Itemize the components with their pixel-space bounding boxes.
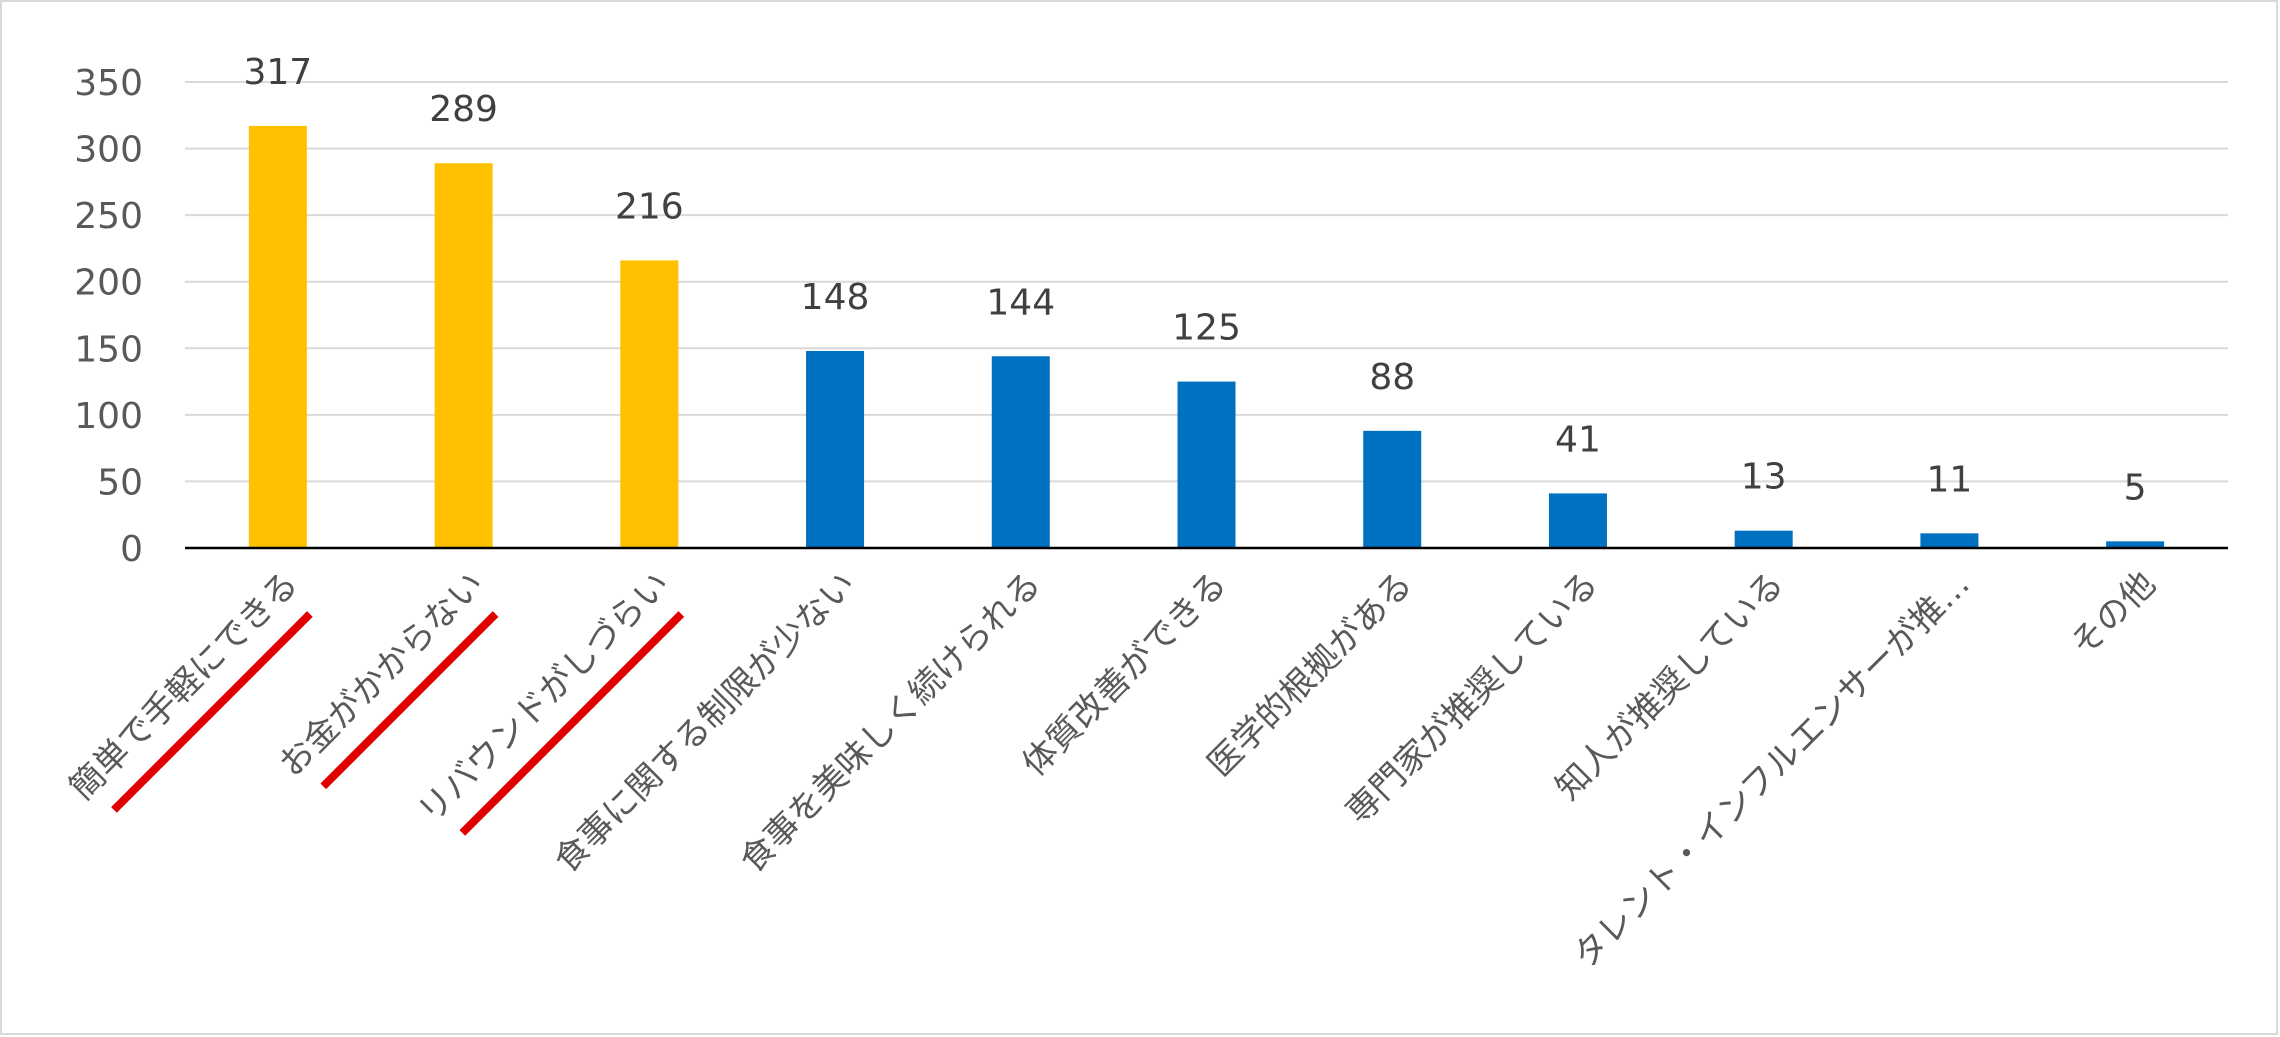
category-labels: 簡単で手軽にできるお金がかからないリバウンドがしづらい食事に関する制限が少ない食… xyxy=(62,564,2163,976)
y-tick-label: 350 xyxy=(74,63,143,104)
x-category-label: 食事に関する制限が少ない xyxy=(547,564,864,881)
y-tick-label: 250 xyxy=(74,196,143,237)
y-tick-label: 0 xyxy=(120,529,143,570)
bar xyxy=(806,350,865,548)
gridlines xyxy=(185,81,2228,483)
y-tick-label: 200 xyxy=(74,263,143,304)
y-tick-label: 150 xyxy=(74,329,143,370)
y-tick-label: 300 xyxy=(74,130,143,171)
highlight-underline xyxy=(320,611,499,790)
highlight-underline xyxy=(459,611,685,836)
data-label: 144 xyxy=(986,282,1055,323)
bar xyxy=(248,125,307,549)
data-label: 317 xyxy=(244,52,313,93)
bar xyxy=(1363,430,1422,548)
data-label: 13 xyxy=(1741,457,1787,498)
data-label: 88 xyxy=(1369,357,1415,398)
data-label: 148 xyxy=(801,277,870,318)
x-category-label: その他 xyxy=(2063,564,2163,664)
y-axis-ticks: 0 50 100 150 200 250 300 350 xyxy=(74,63,143,570)
y-tick-label: 50 xyxy=(97,462,143,503)
data-labels: 317 289 216 148 144 125 88 41 13 11 5 xyxy=(244,52,2147,508)
data-label: 125 xyxy=(1172,308,1241,349)
data-label: 5 xyxy=(2124,467,2147,508)
data-label: 216 xyxy=(615,186,684,227)
x-category-label: 体質改善ができる xyxy=(1015,564,1235,784)
x-category-label: 医学的根拠がある xyxy=(1200,564,1421,785)
data-label: 11 xyxy=(1927,459,1973,500)
data-label: 41 xyxy=(1555,419,1601,460)
bar xyxy=(1177,381,1236,548)
bar xyxy=(1734,530,1793,548)
bars xyxy=(248,125,2165,549)
x-category-label: 食事を美味しく続けられる xyxy=(732,564,1049,881)
y-tick-label: 100 xyxy=(74,396,143,437)
bar xyxy=(1548,493,1607,548)
bar xyxy=(2106,541,2165,548)
x-category-label: タレント・インフルエンサーが推… xyxy=(1566,564,1978,976)
data-label: 289 xyxy=(429,89,498,130)
bar xyxy=(620,260,679,548)
bar xyxy=(1920,533,1979,548)
bar xyxy=(991,356,1050,548)
x-category-label: お金がかからない xyxy=(271,564,492,785)
x-category-label: 簡単で手軽にできる xyxy=(62,564,306,808)
highlight-underline xyxy=(111,611,313,813)
highlight-underlines xyxy=(111,611,685,836)
bar xyxy=(434,163,493,548)
